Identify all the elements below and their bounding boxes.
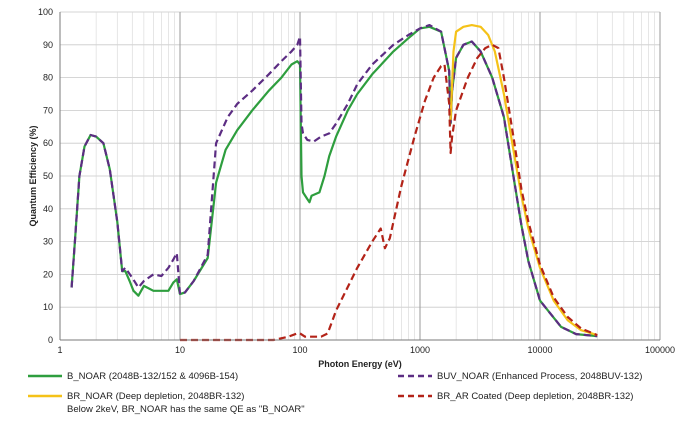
y-axis-title: Quantum Efficiency (%) xyxy=(28,125,38,226)
legend-label: B_NOAR (2048B-132/152 & 4096B-154) xyxy=(67,371,238,382)
y-tick-label: 50 xyxy=(43,171,53,181)
x-tick-label: 1000 xyxy=(410,345,430,355)
y-tick-label: 90 xyxy=(43,40,53,50)
x-tick-label: 100000 xyxy=(645,345,675,355)
series-line-3 xyxy=(180,43,598,342)
legend-note: Below 2keV, BR_NOAR has the same QE as "… xyxy=(67,404,305,415)
y-tick-label: 20 xyxy=(43,269,53,279)
y-tick-label: 80 xyxy=(43,73,53,83)
y-tick-label: 100 xyxy=(38,7,53,17)
grid-lines xyxy=(59,11,661,341)
x-tick-label: 100 xyxy=(292,345,307,355)
legend-label: BUV_NOAR (Enhanced Process, 2048BUV-132) xyxy=(437,371,642,382)
series-lines xyxy=(70,24,598,342)
y-tick-label: 0 xyxy=(48,335,53,345)
legend-label: BR_AR Coated (Deep depletion, 2048BR-132… xyxy=(437,391,633,402)
x-tick-label: 10 xyxy=(175,345,185,355)
legend-label: BR_NOAR (Deep depletion, 2048BR-132) xyxy=(67,391,244,402)
x-tick-label: 10000 xyxy=(527,345,552,355)
y-tick-label: 60 xyxy=(43,138,53,148)
x-axis-title: Photon Energy (eV) xyxy=(318,359,402,369)
x-tick-label: 1 xyxy=(57,345,62,355)
y-tick-label: 10 xyxy=(43,302,53,312)
y-tick-label: 70 xyxy=(43,105,53,115)
y-tick-label: 40 xyxy=(43,204,53,214)
series-line-1 xyxy=(70,24,598,338)
y-tick-label: 30 xyxy=(43,237,53,247)
legend: B_NOAR (2048B-132/152 & 4096B-154) BUV_NO… xyxy=(28,371,642,415)
series-line-2 xyxy=(449,24,598,337)
